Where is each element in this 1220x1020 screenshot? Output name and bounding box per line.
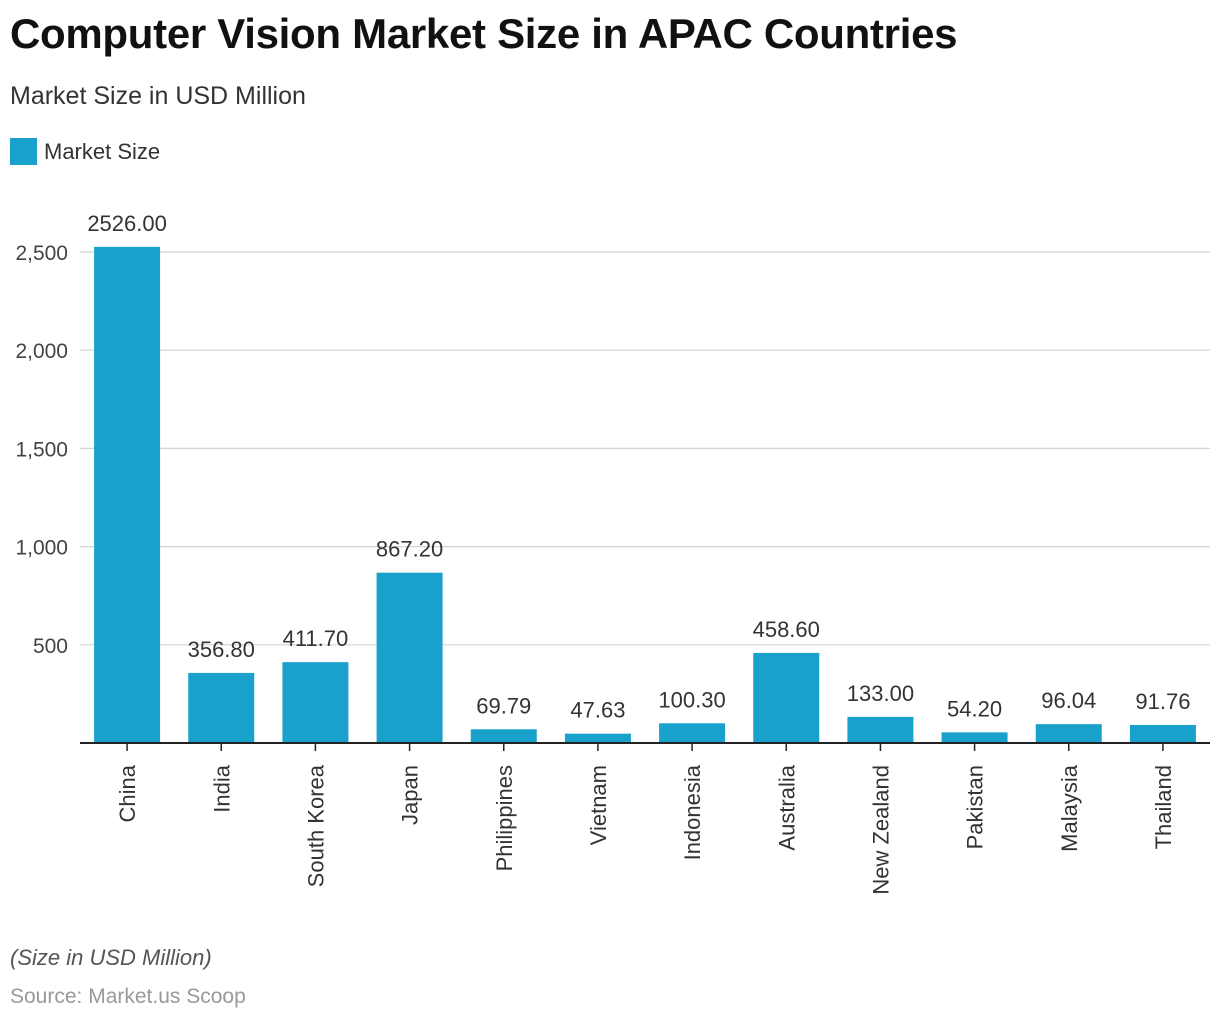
bar	[188, 672, 255, 743]
bar	[753, 652, 820, 743]
x-tick-label: India	[209, 764, 234, 812]
x-tick-label: South Korea	[303, 764, 328, 887]
source-credit: Source: Market.us Scoop	[10, 985, 246, 1008]
data-label: 91.76	[1135, 689, 1190, 714]
data-label: 96.04	[1041, 688, 1096, 713]
chart-title: Computer Vision Market Size in APAC Coun…	[10, 10, 958, 57]
data-label: 47.63	[570, 698, 625, 723]
bar	[659, 723, 726, 743]
data-label: 867.20	[376, 537, 443, 562]
bar	[376, 572, 443, 743]
x-tick-label: Pakistan	[963, 765, 988, 849]
bar	[564, 733, 631, 743]
x-tick-label: Australia	[774, 764, 799, 850]
x-tick-label: Vietnam	[586, 765, 611, 845]
data-label: 411.70	[283, 626, 349, 651]
x-tick-label: Japan	[398, 765, 423, 825]
bar	[470, 729, 537, 743]
units-note: (Size in USD Million)	[10, 945, 212, 970]
data-label: 69.79	[476, 693, 531, 718]
bar	[1129, 724, 1196, 743]
bar	[941, 732, 1008, 743]
x-tick-label: Thailand	[1151, 765, 1176, 849]
x-tick-label: New Zealand	[868, 765, 893, 895]
data-label: 54.20	[947, 696, 1002, 721]
bar	[847, 716, 914, 743]
chart-legend: Market Size	[10, 138, 160, 165]
chart-subtitle: Market Size in USD Million	[10, 82, 306, 110]
x-tick-label: Philippines	[492, 765, 517, 871]
y-tick-label: 2,000	[15, 340, 68, 363]
data-label: 356.80	[188, 637, 255, 662]
legend-label: Market Size	[44, 138, 161, 164]
y-tick-label: 500	[33, 635, 68, 658]
bar	[1035, 724, 1102, 743]
bar	[94, 246, 161, 743]
data-label: 458.60	[753, 617, 820, 642]
y-tick-label: 2,500	[15, 242, 68, 265]
bar	[282, 662, 349, 743]
y-tick-label: 1,000	[15, 537, 68, 560]
data-label: 2526.00	[87, 211, 167, 236]
data-label: 100.30	[658, 687, 725, 712]
legend-swatch	[10, 138, 37, 165]
x-tick-label: Indonesia	[680, 764, 705, 860]
y-tick-label: 1,500	[15, 438, 68, 461]
x-tick-label: Malaysia	[1057, 764, 1082, 852]
x-tick-label: China	[115, 764, 140, 822]
data-label: 133.00	[847, 681, 914, 706]
